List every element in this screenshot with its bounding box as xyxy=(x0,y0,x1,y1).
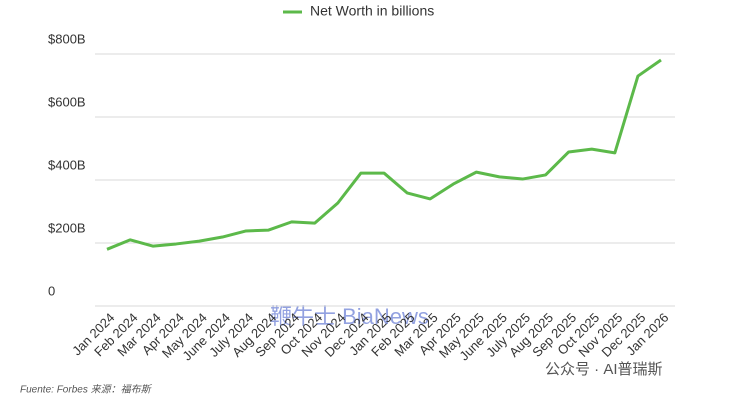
y-tick-label: 0 xyxy=(48,283,55,298)
y-tick-label: $600B xyxy=(48,94,86,109)
series-line xyxy=(106,58,662,251)
watermark: 鞭牛士 BiaNews xyxy=(270,304,429,329)
watermark: 公众号 · AI普瑞斯 xyxy=(545,361,663,378)
y-tick-label: $800B xyxy=(48,31,86,46)
source: Fuente: Forbes 来源：福布斯 xyxy=(20,384,153,396)
y-tick-label: $200B xyxy=(48,220,86,235)
legend-label: Net Worth in billions xyxy=(310,3,434,19)
y-tick-label: $400B xyxy=(48,157,86,172)
